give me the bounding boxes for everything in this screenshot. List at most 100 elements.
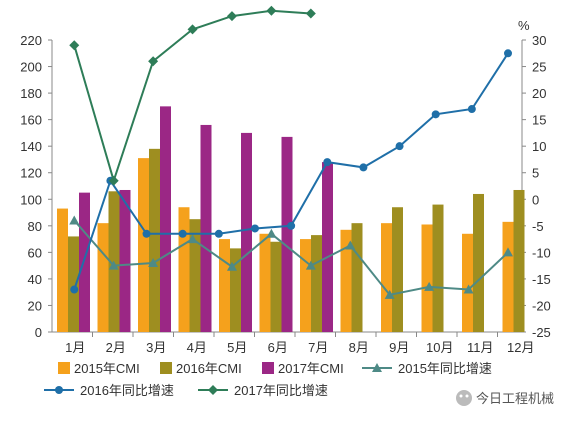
x-tick-label: 2月: [106, 340, 126, 355]
bar-2-6: [270, 241, 282, 332]
line-point-1-2: [108, 260, 119, 270]
line-point-3-7: [305, 8, 316, 19]
bar-1-5: [219, 239, 230, 332]
x-tick-label: 8月: [349, 340, 369, 355]
y-left-tick-label: 80: [28, 219, 42, 234]
legend-label-2: 2016年CMI: [176, 361, 242, 376]
line-point-1-3: [148, 257, 159, 267]
x-tick-label: 4月: [187, 340, 207, 355]
y-right-tick-label: 25: [532, 60, 546, 75]
axes: 020406080100120140160180200220-25-20-15-…: [20, 18, 551, 355]
y-right-tick-label: 10: [532, 139, 546, 154]
bar-1-10: [421, 224, 433, 332]
legend-marker-6: [208, 385, 218, 395]
bar-1-6: [259, 233, 271, 332]
legend-marker-5: [55, 386, 63, 394]
bar-1-2: [97, 223, 109, 332]
y-left-tick-label: 40: [28, 272, 42, 287]
line-point-2-8: [323, 158, 332, 167]
y-left-tick-label: 220: [20, 33, 42, 48]
line-point-3-4: [187, 24, 198, 35]
y-right-tick-label: 0: [532, 192, 539, 207]
line-point-1-10: [424, 281, 435, 291]
wechat-logo-icon-inner: [459, 394, 463, 398]
line-point-2-10: [395, 142, 404, 151]
bar-1-12: [502, 221, 514, 332]
line-point-1-7: [305, 260, 316, 270]
x-tick-label: 6月: [268, 340, 288, 355]
line-point-3-2: [108, 175, 119, 186]
bar-3-4: [200, 124, 212, 332]
line-point-3-6: [266, 5, 277, 16]
x-tick-label: 9月: [389, 340, 409, 355]
y-right-unit: %: [518, 18, 530, 33]
bar-1-11: [462, 233, 473, 332]
line-point-1-1: [69, 215, 80, 225]
line-point-2-6: [250, 224, 259, 233]
bar-3-3: [160, 106, 171, 332]
y-right-tick-label: -15: [532, 272, 551, 287]
x-tick-label: 1月: [65, 340, 85, 355]
bar-1-3: [138, 158, 149, 332]
y-left-tick-label: 160: [20, 113, 42, 128]
bar-2-7: [311, 235, 322, 332]
line-point-3-5: [226, 11, 237, 22]
x-tick-label: 3月: [146, 340, 166, 355]
y-left-tick-label: 60: [28, 245, 42, 260]
bar-2-5: [230, 248, 241, 332]
line-point-1-8: [345, 240, 356, 250]
y-left-tick-label: 20: [28, 298, 42, 313]
x-tick-label: 12月: [507, 340, 534, 355]
legend-swatch-1: [58, 362, 70, 374]
legend-swatch-2: [160, 362, 172, 374]
y-right-tick-label: 5: [532, 166, 539, 181]
line-point-1-6: [266, 228, 277, 238]
bar-2-3: [149, 148, 160, 332]
x-tick-label: 7月: [308, 340, 328, 355]
y-right-tick-label: -10: [532, 245, 551, 260]
y-right-tick-label: 20: [532, 86, 546, 101]
legend-marker-4: [372, 363, 382, 372]
legend-label-3: 2017年CMI: [278, 361, 344, 376]
bar-2-4: [189, 219, 201, 332]
line-point-2-13: [504, 49, 512, 58]
wechat-logo-icon: [456, 390, 472, 406]
line-point-2-5: [214, 229, 223, 238]
x-tick-label: 11月: [467, 340, 494, 355]
line-point-3-3: [148, 56, 159, 67]
bar-3-1: [79, 192, 90, 332]
bar-1-1: [57, 208, 68, 332]
y-left-tick-label: 200: [20, 60, 42, 75]
y-right-tick-label: -20: [532, 298, 551, 313]
line-point-1-11: [463, 284, 474, 294]
line-series-3: [73, 9, 311, 185]
bar-1-7: [300, 239, 311, 332]
bar-1-9: [381, 223, 392, 332]
legend-label-6: 2017年同比增速: [234, 383, 328, 398]
wechat-logo-icon-inner2: [465, 394, 469, 398]
line-point-3-1: [69, 40, 80, 51]
lines: [69, 5, 513, 299]
y-right-tick-label: -25: [532, 325, 551, 340]
y-right-tick-label: 30: [532, 33, 546, 48]
y-left-tick-label: 120: [20, 166, 42, 181]
watermark: 今日工程机械: [456, 390, 554, 406]
x-tick-label: 10月: [426, 340, 453, 355]
bar-3-7: [322, 162, 333, 332]
x-tick-label: 5月: [227, 340, 247, 355]
y-right-tick-label: -5: [532, 219, 544, 234]
bar-3-6: [281, 136, 293, 332]
bar-2-11: [473, 193, 484, 332]
bar-2-9: [392, 207, 403, 332]
legend-label-5: 2016年同比增速: [80, 383, 174, 398]
bar-1-4: [178, 207, 190, 332]
legend-swatch-3: [262, 362, 274, 374]
bars: [57, 106, 525, 332]
bar-1-8: [340, 229, 352, 332]
line-point-2-12: [467, 105, 476, 114]
line-point-1-4: [187, 234, 198, 244]
bar-2-10: [432, 204, 444, 332]
bar-2-1: [68, 236, 79, 332]
